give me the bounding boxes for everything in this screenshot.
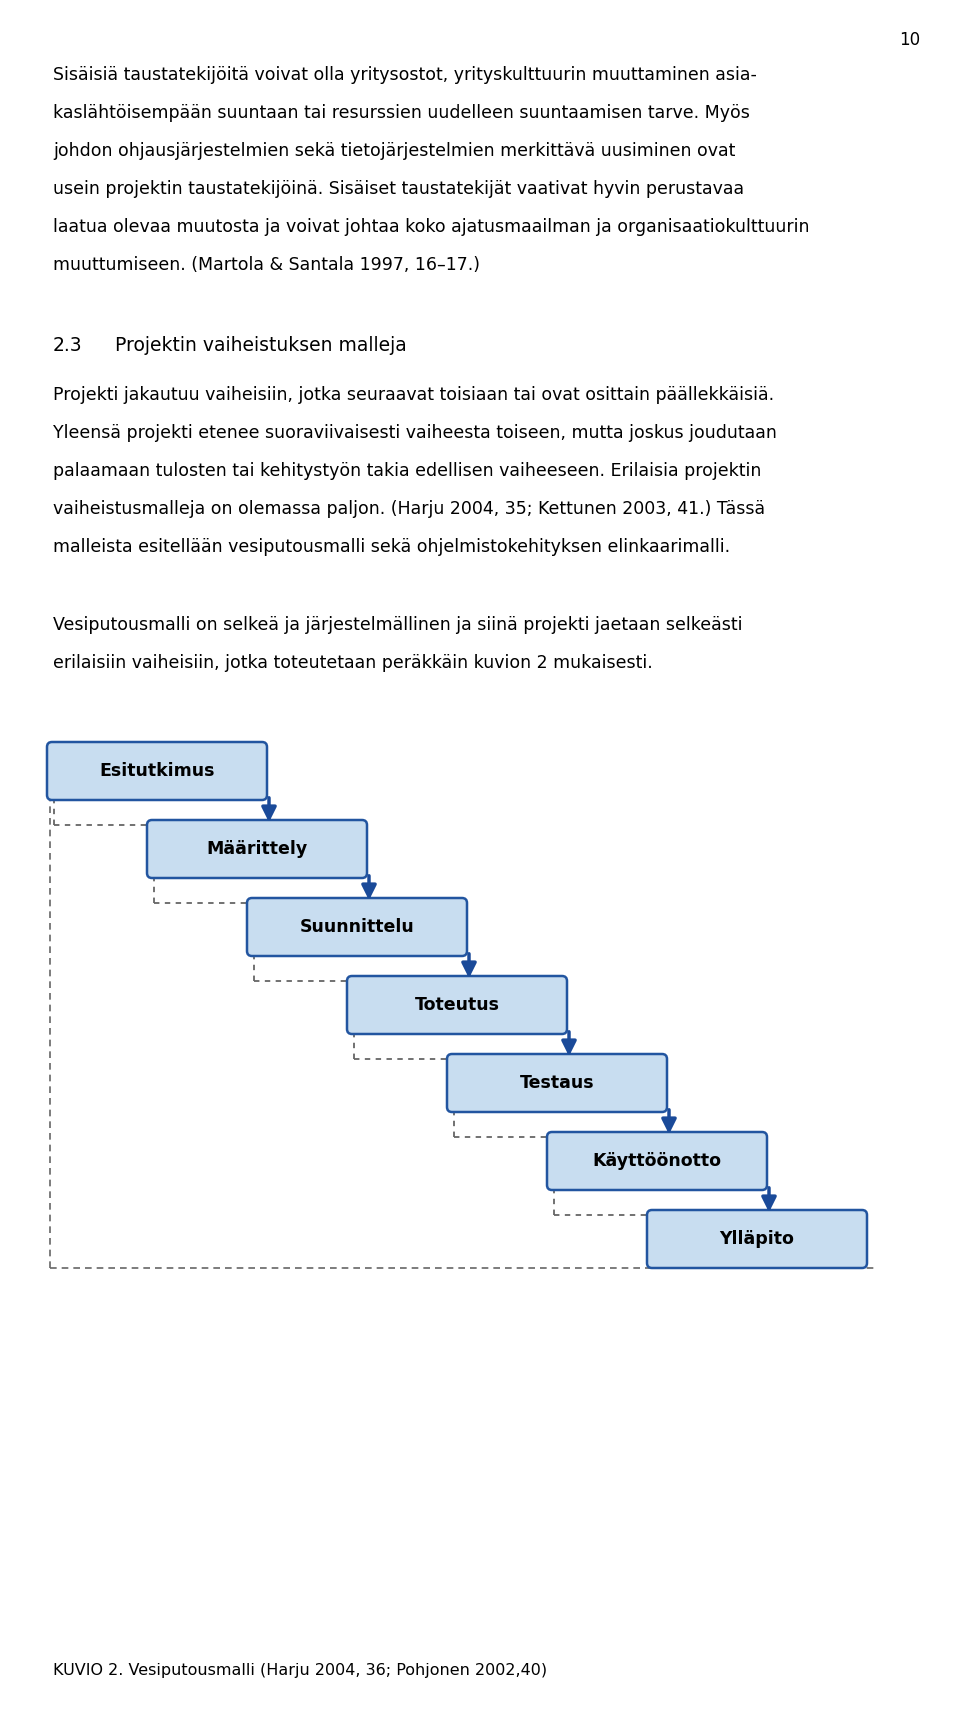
Text: Suunnittelu: Suunnittelu <box>300 918 415 935</box>
Text: 2.3: 2.3 <box>53 337 83 356</box>
Text: Yleensä projekti etenee suoraviivaisesti vaiheesta toiseen, mutta joskus jouduta: Yleensä projekti etenee suoraviivaisesti… <box>53 425 777 442</box>
Text: Ylläpito: Ylläpito <box>720 1231 795 1248</box>
Text: KUVIO 2. Vesiputousmalli (Harju 2004, 36; Pohjonen 2002,40): KUVIO 2. Vesiputousmalli (Harju 2004, 36… <box>53 1662 547 1678</box>
Text: johdon ohjausjärjestelmien sekä tietojärjestelmien merkittävä uusiminen ovat: johdon ohjausjärjestelmien sekä tietojär… <box>53 142 735 161</box>
Text: kaslähtöisempään suuntaan tai resurssien uudelleen suuntaamisen tarve. Myös: kaslähtöisempään suuntaan tai resurssien… <box>53 104 750 123</box>
Text: palaamaan tulosten tai kehitystyön takia edellisen vaiheeseen. Erilaisia projekt: palaamaan tulosten tai kehitystyön takia… <box>53 463 761 480</box>
Text: Projektin vaiheistuksen malleja: Projektin vaiheistuksen malleja <box>115 337 407 356</box>
Text: usein projektin taustatekijöinä. Sisäiset taustatekijät vaativat hyvin perustava: usein projektin taustatekijöinä. Sisäise… <box>53 180 744 198</box>
Text: Toteutus: Toteutus <box>415 996 499 1013</box>
Text: erilaisiin vaiheisiin, jotka toteutetaan peräkkäin kuvion 2 mukaisesti.: erilaisiin vaiheisiin, jotka toteutetaan… <box>53 654 653 671</box>
Text: Määrittely: Määrittely <box>206 841 307 858</box>
FancyBboxPatch shape <box>147 820 367 879</box>
Text: Projekti jakautuu vaiheisiin, jotka seuraavat toisiaan tai ovat osittain päällek: Projekti jakautuu vaiheisiin, jotka seur… <box>53 387 774 404</box>
FancyBboxPatch shape <box>447 1055 667 1112</box>
Text: Käyttöönotto: Käyttöönotto <box>592 1151 722 1170</box>
Text: malleista esitellään vesiputousmalli sekä ohjelmistokehityksen elinkaarimalli.: malleista esitellään vesiputousmalli sek… <box>53 539 731 556</box>
Text: laatua olevaa muutosta ja voivat johtaa koko ajatusmaailman ja organisaatiokultt: laatua olevaa muutosta ja voivat johtaa … <box>53 217 809 236</box>
Text: 10: 10 <box>899 31 920 48</box>
Text: vaiheistusmalleja on olemassa paljon. (Harju 2004, 35; Kettunen 2003, 41.) Tässä: vaiheistusmalleja on olemassa paljon. (H… <box>53 501 765 518</box>
Text: Testaus: Testaus <box>519 1074 594 1093</box>
Text: Sisäisiä taustatekijöitä voivat olla yritysostot, yrityskulttuurin muuttaminen a: Sisäisiä taustatekijöitä voivat olla yri… <box>53 66 756 85</box>
FancyBboxPatch shape <box>547 1132 767 1189</box>
Text: muuttumiseen. (Martola & Santala 1997, 16–17.): muuttumiseen. (Martola & Santala 1997, 1… <box>53 255 480 274</box>
FancyBboxPatch shape <box>347 975 567 1034</box>
Text: Esitutkimus: Esitutkimus <box>99 761 215 780</box>
FancyBboxPatch shape <box>47 742 267 799</box>
Text: Vesiputousmalli on selkeä ja järjestelmällinen ja siinä projekti jaetaan selkeäs: Vesiputousmalli on selkeä ja järjestelmä… <box>53 616 742 633</box>
FancyBboxPatch shape <box>247 898 467 956</box>
FancyBboxPatch shape <box>647 1210 867 1269</box>
